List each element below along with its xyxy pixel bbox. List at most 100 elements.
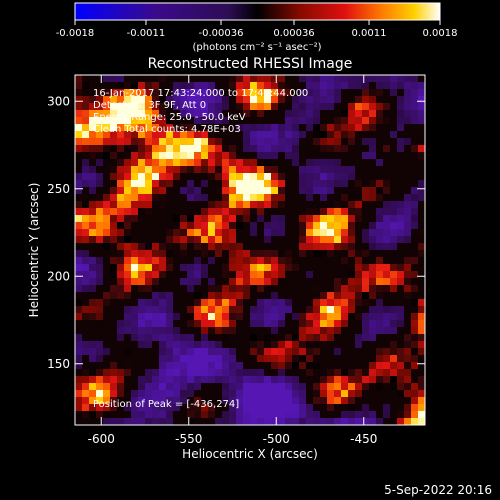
heatmap-cell (117, 236, 125, 244)
heatmap-cell (110, 306, 118, 314)
heatmap-cell (243, 313, 251, 321)
heatmap-cell (124, 103, 132, 111)
heatmap-cell (264, 285, 272, 293)
heatmap-cell (180, 306, 188, 314)
heatmap-cell (117, 390, 125, 398)
heatmap-cell (201, 411, 209, 419)
heatmap-cell (397, 355, 405, 363)
heatmap-cell (355, 131, 363, 139)
heatmap-cell (306, 124, 314, 132)
heatmap-cell (418, 418, 425, 425)
peak-position-label: Position of Peak = [-436,274] (93, 399, 239, 410)
heatmap-cell (180, 355, 188, 363)
heatmap-cell (285, 117, 293, 125)
heatmap-cell (89, 110, 97, 118)
heatmap-cell (327, 355, 335, 363)
heatmap-cell (404, 390, 412, 398)
heatmap-cell (201, 355, 209, 363)
heatmap-cell (180, 117, 188, 125)
heatmap-cell (383, 299, 391, 307)
heatmap-cell (215, 278, 223, 286)
heatmap-cell (320, 264, 328, 272)
heatmap-cell (110, 124, 118, 132)
heatmap-cell (222, 236, 230, 244)
heatmap-cell (215, 201, 223, 209)
heatmap-cell (285, 236, 293, 244)
heatmap-cell (292, 383, 300, 391)
heatmap-cell (250, 75, 258, 83)
heatmap-cell (411, 103, 419, 111)
heatmap-cell (306, 138, 314, 146)
heatmap-cell (397, 243, 405, 251)
heatmap-cell (299, 236, 307, 244)
heatmap-cell (397, 348, 405, 356)
heatmap-cell (362, 117, 370, 125)
heatmap-cell (264, 383, 272, 391)
heatmap-cell (75, 418, 83, 425)
heatmap-cell (404, 411, 412, 419)
heatmap-cell (159, 285, 167, 293)
heatmap-cell (187, 166, 195, 174)
heatmap-cell (152, 145, 160, 153)
heatmap-cell (383, 355, 391, 363)
heatmap-cell (369, 411, 377, 419)
heatmap-cell (264, 313, 272, 321)
heatmap-cell (306, 341, 314, 349)
heatmap-cell (418, 82, 425, 90)
heatmap-cell (257, 208, 265, 216)
heatmap-cell (117, 418, 125, 425)
heatmap-cell (383, 229, 391, 237)
heatmap-cell (348, 82, 356, 90)
heatmap-cell (117, 75, 125, 83)
heatmap-cell (243, 222, 251, 230)
heatmap-cell (152, 110, 160, 118)
heatmap-cell (173, 327, 181, 335)
heatmap-cell (404, 320, 412, 328)
heatmap-cell (152, 215, 160, 223)
heatmap-cell (348, 264, 356, 272)
heatmap-cell (215, 173, 223, 181)
heatmap-cell (166, 152, 174, 160)
heatmap-cell (103, 236, 111, 244)
heatmap-cell (390, 215, 398, 223)
heatmap-cell (327, 341, 335, 349)
heatmap-cell (299, 82, 307, 90)
heatmap-cell (383, 194, 391, 202)
heatmap-cell (355, 418, 363, 425)
heatmap-cell (285, 390, 293, 398)
heatmap-cell (334, 201, 342, 209)
heatmap-cell (334, 152, 342, 160)
heatmap-cell (243, 180, 251, 188)
heatmap-cell (194, 390, 202, 398)
heatmap-cell (411, 159, 419, 167)
heatmap-cell (201, 159, 209, 167)
heatmap-cell (138, 117, 146, 125)
heatmap-cell (334, 278, 342, 286)
heatmap-cell (362, 103, 370, 111)
heatmap-cell (131, 145, 139, 153)
heatmap-cell (334, 75, 342, 83)
heatmap-cell (131, 222, 139, 230)
heatmap-cell (222, 313, 230, 321)
heatmap-cell (348, 299, 356, 307)
heatmap-cell (257, 285, 265, 293)
heatmap-cell (334, 327, 342, 335)
heatmap-cell (152, 152, 160, 160)
heatmap-cell (362, 264, 370, 272)
heatmap-cell (376, 397, 384, 405)
heatmap-cell (75, 369, 83, 377)
y-tick-label: 150 (47, 357, 70, 371)
heatmap-cell (152, 75, 160, 83)
heatmap-cell (89, 376, 97, 384)
heatmap-cell (404, 131, 412, 139)
heatmap-cell (404, 166, 412, 174)
heatmap-cell (166, 313, 174, 321)
heatmap-cell (243, 285, 251, 293)
heatmap-cell (222, 341, 230, 349)
heatmap-cell (145, 180, 153, 188)
colorbar-tick-label: -0.00036 (199, 28, 244, 39)
heatmap-cell (355, 138, 363, 146)
heatmap-cell (215, 285, 223, 293)
heatmap-cell (278, 159, 286, 167)
heatmap-cell (159, 404, 167, 412)
